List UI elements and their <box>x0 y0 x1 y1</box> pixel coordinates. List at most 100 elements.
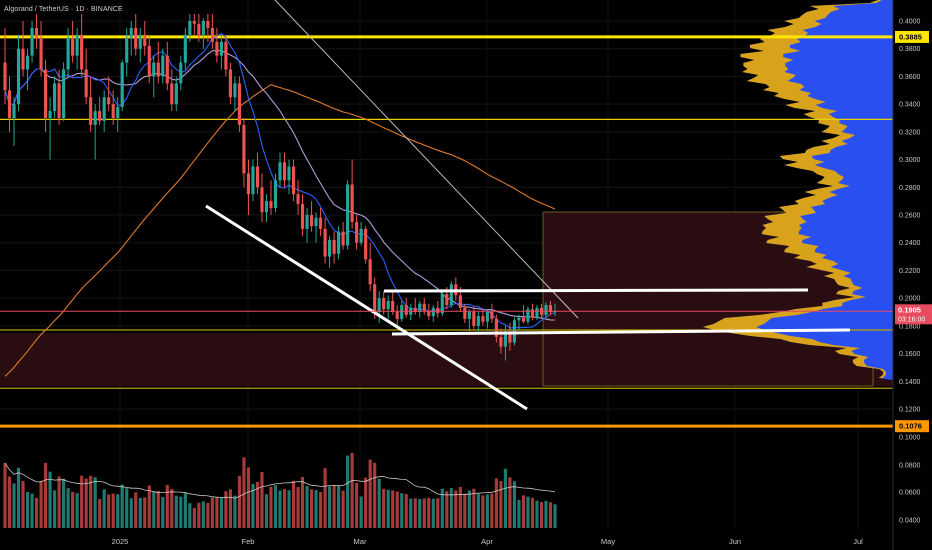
candle-body <box>287 166 291 181</box>
volume-bar <box>165 485 169 528</box>
candle-body <box>368 259 372 285</box>
volume-bar <box>21 480 25 528</box>
volume-bar <box>323 468 327 528</box>
candle-body <box>16 48 21 105</box>
candle-body <box>355 221 359 243</box>
volume-bar <box>16 467 21 528</box>
candle-body <box>318 217 323 229</box>
volume-bar <box>147 485 151 528</box>
time-tick-label: Jun <box>729 537 741 546</box>
volume-bar <box>458 487 462 528</box>
volume-bar <box>206 503 210 528</box>
volume-bar <box>490 493 494 528</box>
price-axis[interactable] <box>893 0 932 550</box>
volume-bar <box>512 481 517 528</box>
ma-slow-line <box>4 84 556 377</box>
volume-bar <box>382 488 386 528</box>
volume-bar <box>368 459 372 528</box>
candle-body <box>170 83 174 105</box>
candle-body <box>264 201 269 213</box>
volume-bar <box>246 467 251 528</box>
volume-bar <box>287 490 291 528</box>
ma-fast-line <box>4 32 556 329</box>
time-tick-label: Mar <box>354 537 367 546</box>
volume-bar <box>404 494 408 528</box>
candle-body <box>463 307 467 319</box>
candle-body <box>440 293 444 314</box>
volume-bar <box>535 500 539 528</box>
key-level-value: 0.1076 <box>899 422 922 431</box>
candle-body <box>53 83 57 112</box>
volume-bar <box>66 488 70 528</box>
volume-bar <box>476 493 480 528</box>
candle-body <box>228 69 232 98</box>
time-axis[interactable]: 2025 Feb Mar Apr May Jun Jul <box>112 537 863 546</box>
volume-bar <box>89 475 93 528</box>
candle-body <box>242 124 246 174</box>
candle-body <box>161 55 165 77</box>
candle-body <box>346 184 350 246</box>
volume-bar <box>224 491 228 528</box>
volume-bar <box>179 496 183 528</box>
candle-body <box>89 97 93 125</box>
candle-body <box>179 62 183 84</box>
time-tick-label: 2025 <box>112 537 129 546</box>
volume-bar <box>278 490 282 528</box>
volume-bar <box>503 468 507 528</box>
candle-body <box>332 239 336 254</box>
volume-bar <box>373 462 377 528</box>
volume-ma-line <box>4 462 556 499</box>
candle-body <box>206 21 210 28</box>
descending-trendline-lower[interactable] <box>205 204 528 411</box>
price-tick-label: 0.1400 <box>899 379 921 386</box>
candle-body <box>359 228 363 243</box>
candle-body <box>75 34 79 56</box>
candle-body <box>508 331 512 343</box>
volume-bar <box>98 499 102 528</box>
descending-trendline-upper[interactable] <box>274 0 579 319</box>
key-level-badge <box>895 30 929 43</box>
candle-body <box>400 305 404 319</box>
volume-bar <box>242 457 246 528</box>
candle-body <box>544 305 548 315</box>
volume-bar <box>129 498 133 528</box>
volume-bar <box>517 499 521 528</box>
candle-body <box>201 21 205 35</box>
candle-body <box>246 173 251 195</box>
candle-body <box>34 27 39 38</box>
candles <box>3 14 557 361</box>
volume-bar <box>494 478 498 528</box>
candle-body <box>66 37 70 70</box>
price-axis-ticks: 0.4000 0.3800 0.3600 0.3400 0.3200 0.3000 0.28… <box>899 19 921 414</box>
candle-body <box>93 111 97 125</box>
candle-body <box>481 316 485 322</box>
volume-bar <box>440 488 444 528</box>
candle-body <box>314 217 318 227</box>
candle-body <box>71 37 75 56</box>
candle-body <box>548 305 553 312</box>
candle-body <box>219 41 223 56</box>
volume-bar <box>125 488 129 528</box>
volume-bar <box>485 494 489 528</box>
volume-bar <box>25 492 30 528</box>
volume-bar <box>57 476 61 528</box>
range-resistance-line[interactable] <box>383 288 809 293</box>
volume-bar <box>188 503 192 528</box>
candle-body <box>458 295 462 308</box>
candle-body <box>449 284 453 306</box>
range-support-line[interactable] <box>391 328 851 336</box>
candle-body <box>3 62 7 91</box>
volume-bar <box>526 496 530 528</box>
time-tick-label: May <box>601 537 615 546</box>
volume-bar <box>463 493 467 528</box>
candle-body <box>269 201 273 209</box>
volume-bar <box>219 497 223 528</box>
candle-body <box>183 34 187 63</box>
volume-bar <box>111 493 115 528</box>
volume-bar <box>530 497 535 528</box>
candle-body <box>80 34 84 70</box>
price-tick-label: 0.2600 <box>899 213 921 220</box>
candle-body <box>395 312 399 319</box>
